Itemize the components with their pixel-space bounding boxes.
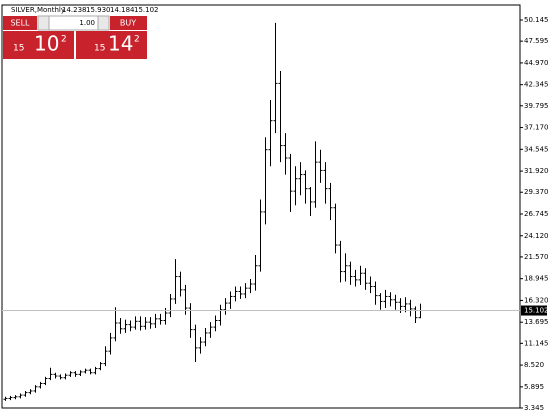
ask-box[interactable]: [76, 31, 147, 59]
bid-big: 10: [34, 32, 59, 56]
y-tick-label: 3.345: [524, 404, 544, 412]
ask-prefix: 15: [94, 44, 105, 54]
y-tick-label: 8.520: [524, 361, 544, 369]
buy-button[interactable]: [110, 16, 147, 30]
ask-sup: 2: [134, 35, 140, 45]
volume-down[interactable]: [37, 15, 50, 31]
volume-value[interactable]: 1.00: [79, 19, 95, 27]
y-tick-label: 16.320: [524, 296, 549, 304]
sell-button[interactable]: [3, 16, 37, 30]
price-label: 15.102: [524, 307, 549, 315]
bid-box[interactable]: [3, 31, 74, 59]
y-tick-label: 13.695: [524, 318, 549, 326]
y-tick-label: 47.595: [524, 37, 549, 45]
buy-label[interactable]: BUY: [120, 19, 136, 28]
y-tick-label: 37.170: [524, 124, 549, 132]
y-tick-label: 44.970: [524, 59, 549, 67]
y-tick-label: 50.145: [524, 16, 549, 24]
y-tick-label: 34.545: [524, 145, 549, 153]
ohlc-low: 14.184: [110, 6, 135, 14]
bars: [3, 22, 423, 401]
trade-panel: SELL 1.00 BUY 15 10 2 15 14 2: [3, 15, 147, 59]
y-tick-label: 26.745: [524, 210, 549, 218]
ask-big: 14: [108, 32, 133, 56]
ohlc-close: 15.102: [134, 6, 159, 14]
price-box: [521, 305, 547, 316]
y-tick-label: 42.345: [524, 81, 549, 89]
y-tick-label: 39.795: [524, 102, 549, 110]
y-tick-label: 24.120: [524, 232, 549, 240]
bid-prefix: 15: [13, 44, 24, 54]
y-tick-label: 31.920: [524, 167, 549, 175]
y-tick-label: 29.370: [524, 188, 549, 196]
ohlc-open: 14.238: [62, 6, 87, 14]
y-tick-label: 5.895: [524, 383, 544, 391]
sell-label[interactable]: SELL: [10, 19, 30, 28]
y-tick-label: 21.570: [524, 253, 549, 261]
bid-sup: 2: [61, 35, 67, 45]
ohlc-high: 15.930: [86, 6, 111, 14]
volume-up[interactable]: [97, 15, 110, 31]
y-tick-label: 18.945: [524, 275, 549, 283]
y-tick-label: 11.145: [524, 339, 549, 347]
symbol: SILVER,Monthly: [11, 6, 65, 14]
